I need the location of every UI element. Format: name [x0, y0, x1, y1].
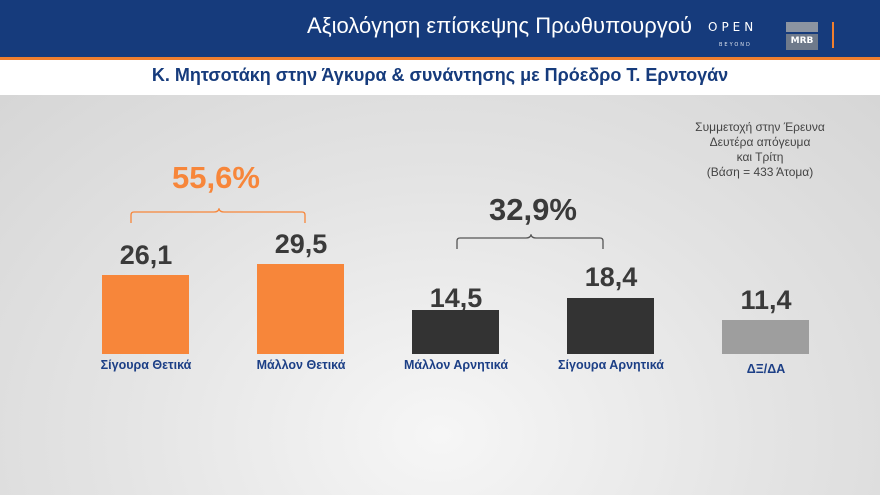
subtitle-bar: Κ. Μητσοτάκη στην Άγκυρα & συνάντησης με…: [0, 60, 880, 95]
open-logo-tagline: BEYOND: [719, 42, 752, 48]
page-title: Αξιολόγηση επίσκεψης Πρωθυπουργού: [307, 13, 692, 38]
bar-value: 14,5: [429, 283, 483, 313]
bar-label: Σίγουρα Αρνητικά: [558, 358, 664, 372]
header-accent-stripe: [0, 57, 880, 60]
logo-divider: [832, 22, 834, 48]
bar-sigoura-thetika: [102, 275, 189, 354]
bar-value: 11,4: [740, 285, 792, 315]
bar-dk-na: [722, 320, 809, 354]
bar-label: Σίγουρα Θετικά: [100, 358, 192, 372]
bar-value: 18,4: [584, 262, 638, 292]
bar-value: 29,5: [274, 229, 328, 259]
bar-label: Μάλλον Αρνητικά: [403, 358, 509, 372]
survey-note: Συμμετοχή στην Έρευνα Δευτέρα απόγευμα κ…: [695, 120, 825, 179]
bar-sigoura-arnitika: [567, 298, 654, 354]
bar-label: ΔΞ/ΔΑ: [746, 362, 786, 376]
bar-value: 26,1: [119, 240, 173, 270]
chart-subtitle: Κ. Μητσοτάκη στην Άγκυρα & συνάντησης με…: [151, 65, 729, 85]
positive-total: 55,6%: [172, 160, 260, 195]
open-logo: OPEN: [708, 20, 758, 34]
positive-brace: [130, 208, 306, 223]
negative-brace: [456, 234, 604, 249]
mrb-logo: MRB: [786, 22, 818, 50]
negative-total: 32,9%: [489, 192, 577, 227]
bar-mallon-thetika: [257, 264, 344, 354]
bar-label: Μάλλον Θετικά: [256, 358, 346, 372]
bar-mallon-arnitika: [412, 310, 499, 354]
header-banner: [0, 0, 880, 57]
